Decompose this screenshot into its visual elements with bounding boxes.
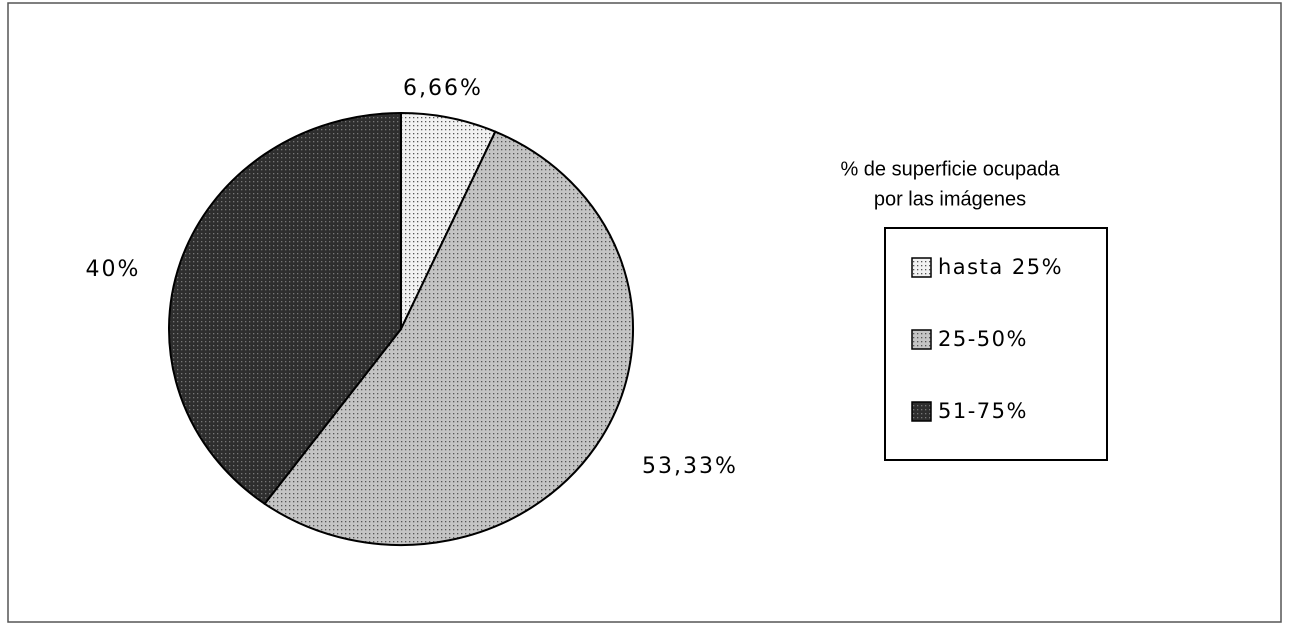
legend-label: 51-75%: [938, 399, 1028, 423]
legend-title: por las imágenes: [874, 188, 1026, 210]
legend-title: % de superficie ocupada: [840, 158, 1060, 180]
legend-label: hasta 25%: [938, 255, 1063, 279]
data-label: 53,33%: [642, 454, 738, 479]
pie-slice: [168, 111, 402, 506]
legend-swatch: [911, 401, 932, 422]
pie-slice: [263, 130, 634, 546]
legend-label: 25-50%: [938, 327, 1028, 351]
legend-swatch: [911, 329, 932, 350]
legend-swatch: [911, 257, 932, 278]
data-label: 40%: [86, 257, 141, 282]
data-label: 6,66%: [403, 76, 483, 101]
